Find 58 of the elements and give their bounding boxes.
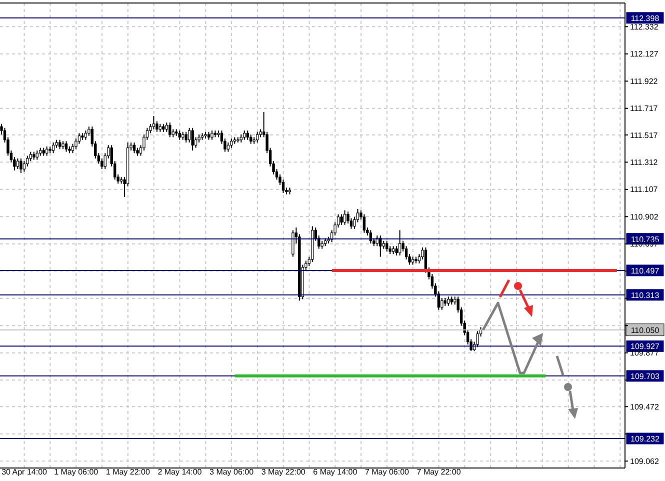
candlestick [246, 130, 249, 140]
x-tick-label: 7 May 06:00 [364, 468, 410, 477]
ref-line-label: 110.313 [630, 290, 660, 300]
candlestick [52, 142, 55, 154]
x-tick-label: 30 Apr 14:00 [2, 468, 48, 477]
y-tick-label: 111.517 [630, 130, 658, 140]
candlestick [379, 235, 382, 258]
y-tick-label: 110.902 [630, 212, 659, 222]
y-tick-label: 112.332 [630, 22, 659, 32]
y-tick-label: 111.312 [630, 158, 658, 168]
candlestick [152, 115, 156, 130]
y-tick-label: 112.127 [630, 50, 659, 59]
candlestick [210, 130, 214, 140]
candlestick [362, 214, 366, 234]
candlestick [230, 138, 233, 148]
ref-line-label: 112.398 [630, 14, 660, 23]
ref-line-label: 110.497 [630, 266, 660, 276]
candlestick [256, 131, 259, 143]
x-tick-label: 2 May 14:00 [158, 468, 202, 477]
candlestick [476, 330, 479, 348]
candlestick [178, 130, 181, 140]
candlestick [168, 122, 172, 138]
candlestick [440, 297, 444, 310]
ref-line-label: 110.050 [630, 326, 660, 335]
candlestick [395, 246, 398, 256]
candlestick [64, 140, 68, 152]
candlestick [191, 127, 194, 151]
y-tick-label: 109.062 [630, 456, 660, 466]
y-tick-label: 111.922 [630, 76, 658, 86]
candlestick [132, 142, 136, 154]
candlestick [184, 131, 188, 143]
candlestick [20, 158, 22, 174]
x-tick-label: 3 May 06:00 [210, 468, 254, 477]
candlestick [343, 210, 346, 226]
y-tick-label: 109.472 [630, 402, 660, 412]
candlestick [447, 296, 450, 306]
candlestick [84, 130, 88, 140]
candlestick [165, 122, 168, 132]
candlestick [188, 127, 191, 143]
candlestick [292, 230, 294, 258]
x-tick-label: 6 May 14:00 [313, 468, 358, 477]
x-tick-label: 1 May 06:00 [54, 468, 99, 477]
x-tick-label: 1 May 22:00 [106, 468, 150, 477]
candlestick [243, 130, 246, 140]
candlestick [226, 142, 230, 152]
candlestick [398, 230, 402, 256]
candlestick [340, 214, 343, 226]
x-tick-label: 3 May 22:00 [261, 468, 306, 477]
ref-line-label: 109.232 [630, 434, 660, 444]
candlestick [386, 240, 388, 252]
ref-line-label: 109.703 [630, 372, 660, 381]
y-tick-label: 111.107 [630, 185, 658, 194]
candlestick [45, 146, 48, 156]
candlestick [250, 134, 252, 144]
candlestick [58, 139, 62, 150]
y-tick-label: 111.717 [630, 104, 658, 114]
x-tick-label: 7 May 22:00 [416, 468, 462, 477]
candlestick [36, 150, 38, 160]
